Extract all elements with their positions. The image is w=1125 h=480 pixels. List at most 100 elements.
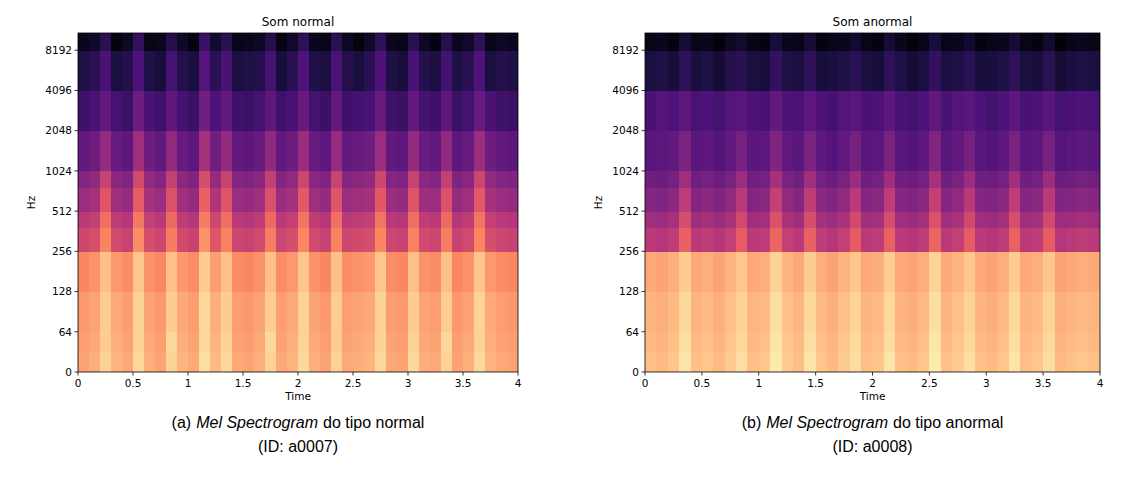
caption-part: do tipo anormal: [893, 414, 1003, 431]
cell: [918, 228, 930, 252]
x-tick: [929, 372, 930, 376]
cell: [100, 228, 112, 252]
cell: [782, 131, 794, 172]
cell: [907, 292, 919, 333]
cell: [408, 292, 420, 333]
cell: [986, 251, 998, 292]
cell: [782, 332, 794, 353]
cell: [645, 171, 657, 188]
cell: [804, 90, 816, 131]
cell: [1020, 90, 1032, 131]
cell: [1055, 211, 1067, 228]
cell: [331, 171, 343, 188]
cell: [353, 90, 365, 131]
cell: [342, 332, 354, 353]
cell: [679, 171, 691, 188]
cell: [1089, 188, 1100, 212]
cell: [133, 228, 145, 252]
cell: [298, 90, 310, 131]
cell: [199, 33, 211, 51]
cell: [804, 211, 816, 228]
cell: [298, 188, 310, 212]
cell: [907, 211, 919, 228]
cell: [452, 171, 464, 188]
y-tick-label: 2048: [45, 124, 72, 136]
cell: [78, 171, 90, 188]
cell: [276, 131, 288, 172]
cell: [89, 251, 101, 292]
cell: [463, 188, 475, 212]
y-tick-label: 8192: [612, 44, 639, 56]
cell: [463, 251, 475, 292]
cell: [861, 332, 873, 353]
cell: [702, 332, 714, 353]
cell: [199, 131, 211, 172]
cell: [736, 352, 748, 372]
cell: [759, 352, 771, 372]
caption-id: (ID: a0008): [832, 438, 912, 455]
cell: [452, 332, 464, 353]
cell: [507, 211, 518, 228]
cell: [873, 131, 885, 172]
cell: [89, 188, 101, 212]
cell: [702, 251, 714, 292]
cell: [725, 171, 737, 188]
y-tick-label: 64: [626, 326, 640, 338]
cell: [177, 171, 189, 188]
cell: [691, 131, 703, 172]
x-tick-label: 3: [983, 377, 990, 389]
cell: [656, 292, 668, 333]
cell: [1077, 90, 1089, 131]
cell: [496, 33, 508, 51]
cell: [320, 352, 332, 372]
cell: [702, 292, 714, 333]
cell: [166, 332, 178, 353]
x-tick-label: 3.5: [455, 377, 472, 389]
cell: [702, 171, 714, 188]
cell: [884, 188, 896, 212]
cell: [298, 211, 310, 228]
cell: [199, 228, 211, 252]
cell: [1009, 188, 1021, 212]
cell: [952, 292, 964, 333]
cell: [463, 171, 475, 188]
cell: [133, 292, 145, 333]
cell: [1066, 211, 1078, 228]
cell: [353, 228, 365, 252]
x-tick-label: 2.5: [921, 377, 938, 389]
y-tick: [642, 251, 646, 252]
cell: [397, 228, 409, 252]
cell: [364, 211, 376, 228]
cell: [474, 188, 486, 212]
cell: [122, 171, 134, 188]
y-tick: [75, 211, 79, 212]
cell: [100, 90, 112, 131]
cell: [1066, 188, 1078, 212]
cell: [1032, 90, 1044, 131]
cell: [331, 251, 343, 292]
cell: [964, 131, 976, 172]
cell: [298, 131, 310, 172]
cell: [430, 131, 442, 172]
cell: [232, 171, 244, 188]
frame: [645, 33, 1100, 372]
caption-part: Mel Spectrogram: [196, 414, 318, 431]
cell: [656, 131, 668, 172]
cell: [111, 131, 123, 172]
cell: [964, 171, 976, 188]
cell: [884, 50, 896, 91]
cell: [507, 188, 518, 212]
cell: [100, 332, 112, 353]
cell: [364, 50, 376, 91]
cell: [309, 90, 321, 131]
cell: [975, 171, 987, 188]
cell: [895, 228, 907, 252]
cell: [782, 211, 794, 228]
cell: [496, 251, 508, 292]
cell: [1089, 211, 1100, 228]
cell: [793, 131, 805, 172]
cell: [254, 90, 266, 131]
cell: [408, 352, 420, 372]
cell: [298, 332, 310, 353]
cell: [759, 33, 771, 51]
